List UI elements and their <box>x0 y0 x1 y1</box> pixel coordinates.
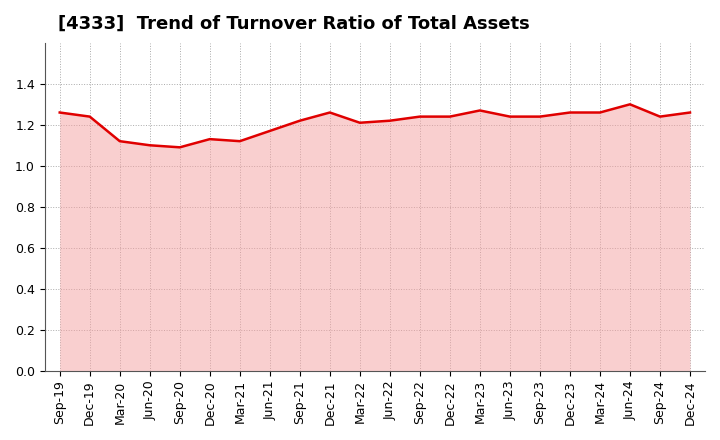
Text: [4333]  Trend of Turnover Ratio of Total Assets: [4333] Trend of Turnover Ratio of Total … <box>58 15 530 33</box>
